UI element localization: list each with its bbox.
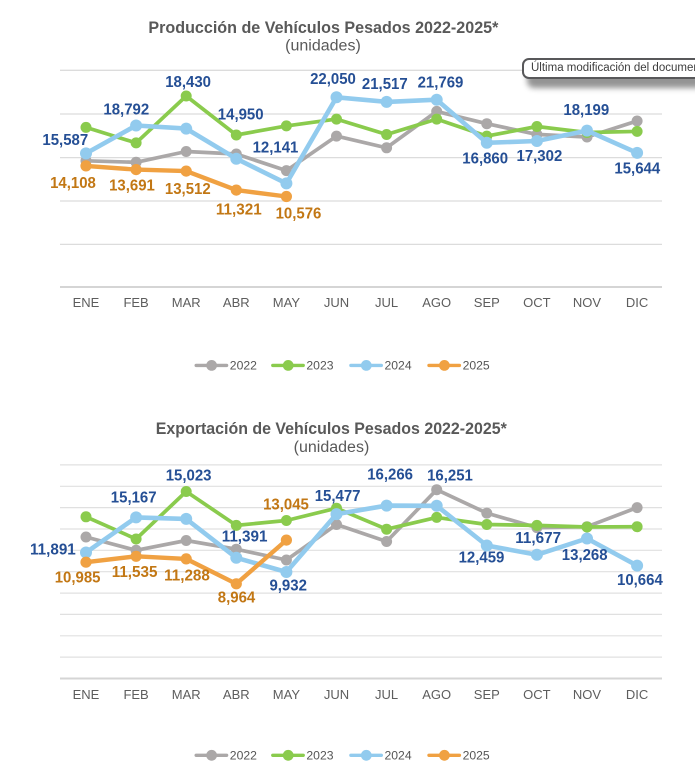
svg-text:FEB: FEB <box>123 687 148 702</box>
svg-text:13,268: 13,268 <box>562 547 608 564</box>
svg-text:21,517: 21,517 <box>362 76 408 93</box>
svg-text:15,023: 15,023 <box>166 467 212 484</box>
svg-text:ABR: ABR <box>223 295 250 310</box>
svg-text:14,108: 14,108 <box>50 175 96 192</box>
svg-text:2022: 2022 <box>230 748 257 762</box>
svg-text:2025: 2025 <box>463 748 490 762</box>
svg-text:18,430: 18,430 <box>165 74 211 91</box>
svg-text:SEP: SEP <box>474 295 500 310</box>
svg-text:AGO: AGO <box>422 687 451 702</box>
svg-text:(unidades): (unidades) <box>294 439 370 456</box>
svg-text:(unidades): (unidades) <box>285 38 361 55</box>
svg-text:FEB: FEB <box>123 295 148 310</box>
svg-text:15,167: 15,167 <box>111 489 157 506</box>
svg-text:2024: 2024 <box>385 748 412 762</box>
svg-text:11,535: 11,535 <box>112 564 158 581</box>
svg-text:NOV: NOV <box>573 295 602 310</box>
svg-text:NOV: NOV <box>573 687 602 702</box>
svg-text:11,677: 11,677 <box>515 530 561 547</box>
svg-text:2024: 2024 <box>385 359 412 373</box>
svg-text:18,792: 18,792 <box>103 102 149 119</box>
svg-text:10,985: 10,985 <box>55 570 101 587</box>
svg-text:ENE: ENE <box>73 295 100 310</box>
svg-text:JUN: JUN <box>324 295 349 310</box>
svg-text:2022: 2022 <box>230 359 257 373</box>
svg-text:Exportación de Vehículos Pesad: Exportación de Vehículos Pesados 2022-20… <box>156 419 507 438</box>
svg-text:15,587: 15,587 <box>42 132 88 149</box>
svg-text:12,459: 12,459 <box>459 550 505 567</box>
svg-text:10,664: 10,664 <box>617 572 663 589</box>
svg-text:2025: 2025 <box>463 359 490 373</box>
svg-text:16,266: 16,266 <box>367 467 413 484</box>
svg-text:AGO: AGO <box>422 295 451 310</box>
svg-text:ABR: ABR <box>223 687 250 702</box>
svg-text:OCT: OCT <box>523 295 551 310</box>
svg-text:DIC: DIC <box>626 687 648 702</box>
svg-text:17,302: 17,302 <box>517 148 563 165</box>
svg-text:SEP: SEP <box>474 687 500 702</box>
svg-text:JUN: JUN <box>324 687 349 702</box>
svg-text:OCT: OCT <box>523 687 551 702</box>
svg-text:11,891: 11,891 <box>30 541 76 558</box>
svg-text:11,391: 11,391 <box>222 528 268 545</box>
svg-text:10,576: 10,576 <box>276 206 322 223</box>
svg-text:16,251: 16,251 <box>427 467 473 484</box>
svg-text:14,950: 14,950 <box>218 107 264 124</box>
svg-text:13,691: 13,691 <box>109 178 155 195</box>
svg-text:11,288: 11,288 <box>164 568 210 585</box>
svg-text:15,644: 15,644 <box>614 161 660 178</box>
svg-text:8,964: 8,964 <box>218 590 256 607</box>
svg-text:DIC: DIC <box>626 295 648 310</box>
svg-text:2023: 2023 <box>306 748 333 762</box>
svg-text:12,141: 12,141 <box>253 140 299 157</box>
svg-text:9,932: 9,932 <box>269 578 307 595</box>
svg-text:13,045: 13,045 <box>263 497 309 514</box>
svg-text:15,477: 15,477 <box>315 488 361 505</box>
svg-text:MAY: MAY <box>273 295 301 310</box>
svg-text:2023: 2023 <box>306 359 333 373</box>
svg-text:MAR: MAR <box>172 687 201 702</box>
svg-text:MAY: MAY <box>273 687 301 702</box>
svg-text:11,321: 11,321 <box>216 202 262 219</box>
svg-text:MAR: MAR <box>172 295 201 310</box>
svg-text:JUL: JUL <box>375 295 398 310</box>
svg-text:Producción de Vehículos Pesado: Producción de Vehículos Pesados 2022-202… <box>148 18 498 37</box>
svg-text:18,199: 18,199 <box>563 102 609 119</box>
svg-text:ENE: ENE <box>73 687 100 702</box>
svg-text:16,860: 16,860 <box>462 150 508 167</box>
svg-text:JUL: JUL <box>375 687 398 702</box>
svg-text:13,512: 13,512 <box>165 181 211 198</box>
svg-text:22,050: 22,050 <box>310 71 356 88</box>
svg-text:21,769: 21,769 <box>418 75 464 92</box>
